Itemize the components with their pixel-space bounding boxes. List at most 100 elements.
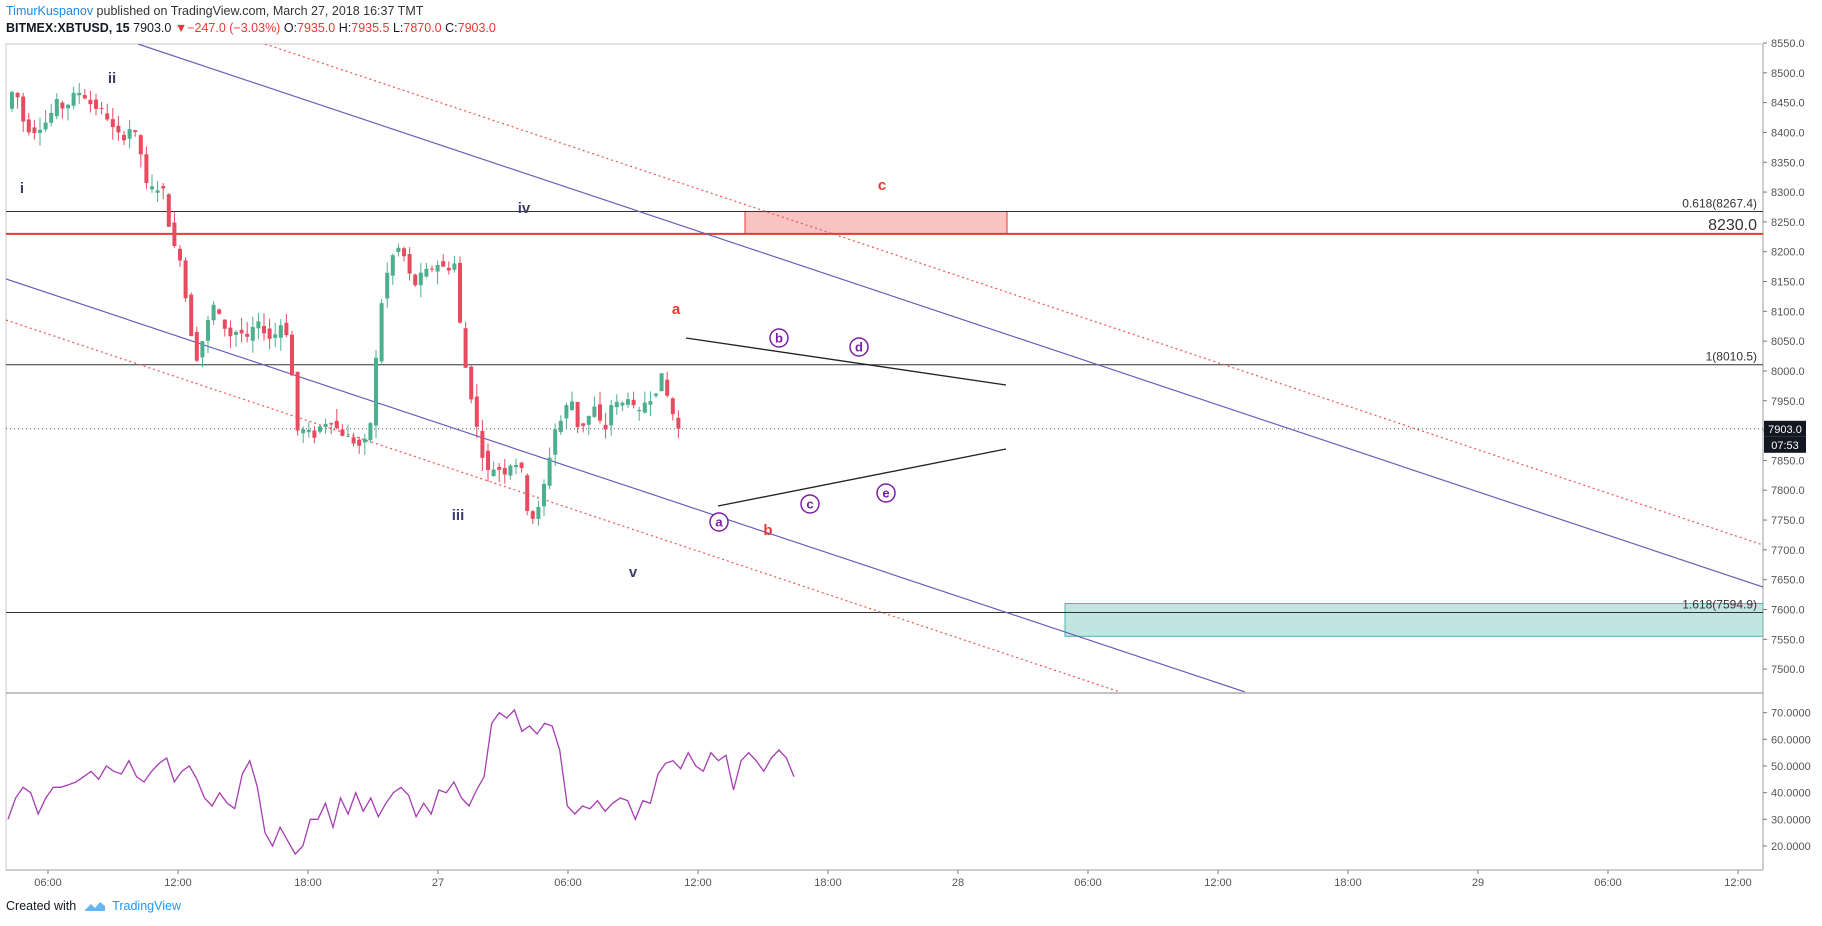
candle-body <box>418 272 423 286</box>
price-tick-label: 7550.0 <box>1771 634 1805 646</box>
candle <box>351 432 356 447</box>
candle <box>581 422 586 433</box>
price-tick-label: 8100.0 <box>1771 306 1805 318</box>
candle <box>245 322 250 343</box>
candle-body <box>211 304 216 321</box>
candle-body <box>150 186 154 190</box>
candle-body <box>155 190 160 193</box>
candle <box>60 100 65 119</box>
candle <box>228 320 233 349</box>
created-with-label: Created with <box>6 899 77 913</box>
candle-body <box>250 326 255 341</box>
price-tick-label: 7500.0 <box>1771 664 1805 676</box>
candle <box>155 181 160 202</box>
candle <box>514 458 518 475</box>
candle <box>38 117 42 146</box>
candle <box>603 412 608 439</box>
candle <box>71 86 76 109</box>
candle <box>295 371 300 436</box>
open-value: 7935.0 <box>297 21 336 35</box>
candle-body <box>637 410 642 412</box>
price-tick-label: 8300.0 <box>1771 187 1805 199</box>
candle <box>586 415 591 436</box>
time-tick-label: 18:00 <box>814 877 842 889</box>
price-tick-label: 8150.0 <box>1771 277 1805 289</box>
last-price: 7903.0 <box>133 21 172 35</box>
candle <box>334 409 339 430</box>
candle-body <box>26 119 31 133</box>
wave-label-iii: iii <box>452 507 465 524</box>
candle-body <box>452 263 457 270</box>
author-link[interactable]: TimurKuspanov <box>6 4 94 18</box>
price-tick-label: 7950.0 <box>1771 396 1805 408</box>
candle <box>542 479 546 517</box>
target-zone <box>1064 603 1763 637</box>
candle-body <box>245 333 250 337</box>
candle-body <box>82 95 87 99</box>
candle-body <box>256 321 261 329</box>
candle-body <box>71 92 76 106</box>
candle <box>525 473 530 516</box>
down-arrow-icon: ▼ <box>174 21 188 35</box>
open-label: O: <box>283 21 298 35</box>
candle-body <box>318 426 322 432</box>
candle-body <box>217 309 222 314</box>
candle-body <box>200 341 205 358</box>
candle <box>575 401 580 433</box>
candle-body <box>166 194 171 227</box>
candle-body <box>430 268 434 270</box>
time-tick-label: 06:00 <box>1594 877 1622 889</box>
candle-body <box>446 267 451 271</box>
candle-body <box>614 401 619 408</box>
candle <box>570 391 574 411</box>
candle <box>446 261 451 275</box>
candle-body <box>642 402 647 413</box>
price-tick-label: 7750.0 <box>1771 515 1805 527</box>
candle-body <box>525 475 530 511</box>
candle-body <box>88 99 93 105</box>
candle-body <box>654 393 658 396</box>
fib-level-1618-label: 1.618(7594.9) <box>1682 598 1757 612</box>
tradingview-brand-link[interactable]: TradingView <box>112 899 181 913</box>
abc-label-c: c <box>878 177 886 194</box>
candle-body <box>15 92 20 98</box>
candle <box>262 313 266 341</box>
high-label: H: <box>338 21 352 35</box>
time-tick-label: 18:00 <box>1334 877 1362 889</box>
price-tick-label: 8350.0 <box>1771 157 1805 169</box>
candle <box>497 463 502 483</box>
candle <box>178 245 182 267</box>
time-tick-label: 12:00 <box>684 877 712 889</box>
triangle-marker-a <box>709 512 729 532</box>
price-tick-label: 7650.0 <box>1771 575 1805 587</box>
price-tick-label: 8500.0 <box>1771 68 1805 80</box>
candle-body <box>346 435 350 437</box>
price-tick-label: 8450.0 <box>1771 98 1805 110</box>
symbol-label[interactable]: BITMEX:XBTUSD, 15 <box>6 21 130 35</box>
candle-body <box>508 465 513 476</box>
candle <box>491 461 496 477</box>
time-tick-label: 27 <box>432 877 444 889</box>
time-tick-label: 06:00 <box>554 877 582 889</box>
rsi-tick-label: 70.0000 <box>1771 708 1811 720</box>
candle-body <box>278 325 283 338</box>
candle <box>94 93 98 116</box>
candle-body <box>592 406 597 417</box>
candle <box>21 92 26 132</box>
candle <box>368 421 373 443</box>
candle-body <box>463 328 468 368</box>
candle-body <box>480 430 485 458</box>
candle-body <box>407 254 412 274</box>
candle <box>329 422 334 435</box>
candle-body <box>222 319 227 329</box>
candle-body <box>542 484 546 507</box>
triangle-marker-b <box>769 328 789 348</box>
candle-body <box>228 327 233 337</box>
candle <box>637 406 642 421</box>
candle <box>306 422 311 438</box>
candle-body <box>329 423 334 425</box>
candle-body <box>357 439 362 446</box>
candle <box>508 463 513 480</box>
candle-body <box>239 329 244 334</box>
